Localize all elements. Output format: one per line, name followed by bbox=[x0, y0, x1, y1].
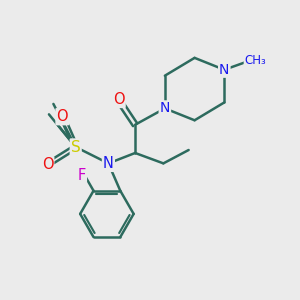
Text: O: O bbox=[113, 92, 124, 107]
Text: O: O bbox=[42, 158, 53, 172]
Text: F: F bbox=[78, 168, 86, 183]
Text: N: N bbox=[160, 101, 170, 116]
Text: CH₃: CH₃ bbox=[244, 54, 266, 67]
Text: S: S bbox=[71, 140, 81, 154]
Text: N: N bbox=[219, 63, 230, 77]
Text: O: O bbox=[56, 109, 68, 124]
Text: N: N bbox=[103, 156, 114, 171]
